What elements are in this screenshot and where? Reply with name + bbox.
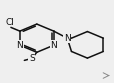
Text: Cl: Cl: [6, 18, 15, 27]
Text: N: N: [63, 34, 70, 43]
Text: S: S: [29, 54, 34, 63]
Text: N: N: [50, 41, 57, 50]
Text: N: N: [16, 41, 23, 50]
